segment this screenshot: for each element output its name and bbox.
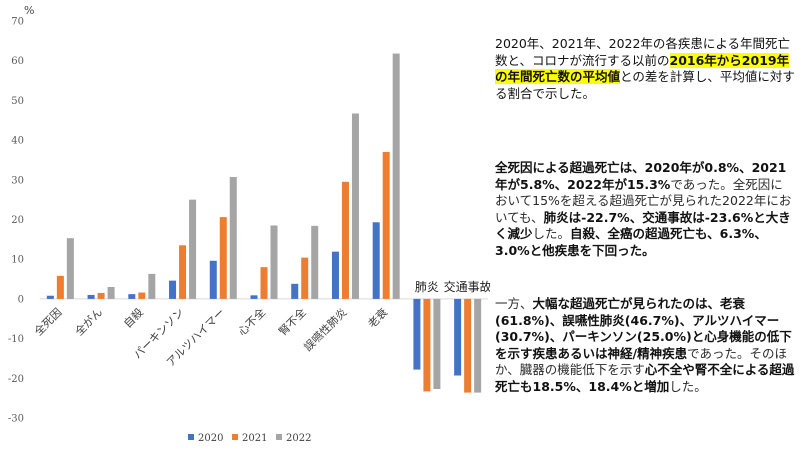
bar — [392, 53, 400, 299]
bar — [189, 199, 197, 299]
legend-label: 2020 — [198, 433, 223, 444]
legend-label: 2022 — [286, 433, 311, 444]
bar — [413, 298, 421, 370]
bar — [331, 251, 339, 299]
p1-segment: 2020年、2021年、2022年の各疾患による年間死亡数と、コロナが流行する以… — [495, 36, 791, 68]
bar — [169, 280, 177, 299]
bar — [341, 181, 349, 299]
bar — [464, 298, 472, 393]
bar — [433, 298, 441, 390]
method-note: 2020年、2021年、2022年の各疾患による年間死亡数と、コロナが流行する以… — [495, 36, 795, 102]
bar — [474, 298, 482, 393]
y-tick-label: 30 — [11, 175, 24, 186]
p3-segment: 心不全や腎不全による超過死亡も18.5%、18.4%と増加 — [495, 362, 795, 394]
legend-label: 2021 — [242, 433, 267, 444]
bar — [270, 225, 278, 299]
bar — [209, 260, 217, 299]
bar — [423, 298, 431, 392]
y-tick-label: 0 — [18, 294, 24, 305]
bar — [291, 283, 299, 299]
bar — [382, 152, 390, 299]
legend-swatch — [276, 434, 282, 440]
category-label: 腎不全 — [276, 305, 309, 338]
p2-segment: 自殺、全癌の超過死亡も、6.3%、3.0%と他疾患を下回った。 — [495, 226, 767, 258]
y-tick-label: 60 — [11, 56, 24, 67]
category-label: 誤嚥性肺炎 — [301, 305, 350, 354]
y-tick-label: -20 — [8, 374, 24, 385]
bar — [454, 298, 462, 376]
summary-paragraph: 全死因による超過死亡は、2020年が0.8%、2021年が5.8%、2022年が… — [495, 160, 795, 259]
bar — [46, 295, 54, 299]
bar — [250, 295, 258, 299]
p3-segment: した。 — [669, 378, 707, 394]
y-tick-label: 50 — [11, 96, 24, 107]
category-label: 交通事故 — [444, 279, 490, 294]
p2-segment: であった。全死因において15%を超える超過死亡が見られた2022年においても、 — [495, 176, 792, 225]
bar — [260, 267, 268, 299]
p3-segment: 大幅な超過死亡が見られたのは、老衰(61.8%)、誤嚥性肺炎(46.7%)、アル… — [495, 296, 792, 361]
bar — [87, 294, 95, 299]
bar — [66, 238, 74, 299]
y-tick-label: 20 — [11, 215, 24, 226]
legend-swatch — [188, 434, 194, 440]
category-label: 全死因 — [31, 305, 64, 338]
legend-swatch — [232, 434, 238, 440]
bar — [56, 275, 64, 299]
bar — [138, 292, 146, 299]
bar — [97, 292, 105, 299]
y-tick-label: 70 — [11, 17, 24, 28]
bar — [351, 113, 359, 299]
p1-segment: との差を計算し、平均値に対する割合で示した。 — [495, 69, 795, 101]
p2-segment: 肺炎は-22.7%、交通事故は-23.6%と大きく減少 — [495, 209, 791, 242]
bars — [46, 53, 482, 393]
p3-segment: 一方、 — [495, 296, 533, 311]
legend: 2020 2021 2022 — [188, 433, 311, 444]
bar — [128, 294, 136, 299]
bar — [179, 245, 187, 299]
bar — [301, 257, 309, 299]
bar — [219, 217, 227, 299]
p3-segment: であった。そのほか、臓器の機能低下を示す — [495, 345, 787, 378]
y-tick-label: -30 — [8, 414, 24, 425]
y-tick-label: 40 — [11, 136, 24, 147]
y-tick-label: -10 — [8, 334, 24, 345]
category-label: 全がん — [72, 305, 105, 338]
p2-segment: した。 — [532, 226, 571, 241]
bar — [107, 286, 115, 299]
y-tick-label: 10 — [11, 255, 24, 266]
bar — [148, 273, 156, 299]
category-label: 肺炎 — [415, 280, 439, 294]
bar — [311, 225, 319, 299]
category-label: 老衰 — [365, 305, 390, 330]
increase-paragraph: 一方、大幅な超過死亡が見られたのは、老衰(61.8%)、誤嚥性肺炎(46.7%)… — [495, 296, 795, 395]
category-label: 自殺 — [120, 305, 145, 330]
y-unit-label: % — [24, 4, 34, 17]
category-label: 心不全 — [235, 305, 268, 338]
p2-segment: 全死因による超過死亡は、2020年が0.8%、2021年が5.8%、2022年が… — [495, 160, 787, 192]
bar — [372, 222, 380, 299]
bar — [229, 177, 237, 299]
